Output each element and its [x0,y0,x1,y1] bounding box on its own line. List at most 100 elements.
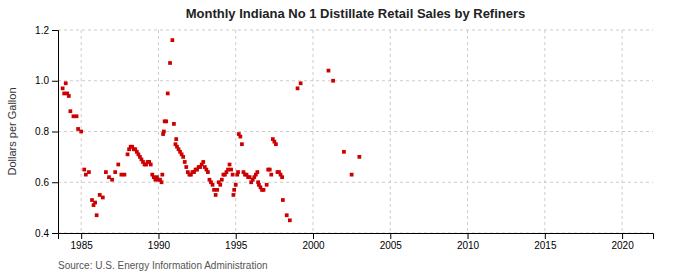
tick-mark [158,233,159,239]
tick: 1995 [225,233,248,251]
grid-line [235,30,236,233]
point [234,183,238,187]
point [281,198,285,202]
tick: 1.2 [35,25,58,36]
tick-mark [313,233,314,239]
tick-label: 1.2 [35,25,49,36]
tick-mark [52,81,58,82]
point [201,160,205,164]
tick-label: 1995 [225,240,248,251]
grid-line [158,30,159,233]
tick-mark [545,233,546,239]
tick-mark [390,233,391,239]
point [172,122,176,126]
tick: 1990 [148,233,171,251]
tick: 2010 [457,233,480,251]
tick: 1985 [71,233,94,251]
point [299,81,303,85]
point [93,201,97,205]
point [113,170,117,174]
grid-line [58,182,653,183]
point [110,178,114,182]
point [274,142,278,146]
point [67,94,71,98]
tick-label: 1.0 [35,75,49,86]
tick: 1.0 [35,75,58,86]
point [218,183,222,187]
point [232,188,236,192]
point [160,180,164,184]
tick: 2005 [380,233,403,251]
tick-mark [236,233,237,239]
grid-line [622,30,623,233]
point [104,170,108,174]
point [238,135,242,139]
point [174,137,178,141]
tick-label: 1985 [71,240,94,251]
point [168,61,172,65]
grid-line [58,80,653,81]
point [170,38,174,42]
point [342,150,346,154]
point [162,130,166,134]
grid-line [390,30,391,233]
point [82,168,86,172]
tick-mark [52,182,58,183]
point [262,188,266,192]
point [183,160,187,164]
axis-line [59,234,654,240]
tick-mark [52,30,58,31]
point [61,86,65,90]
tick-label: 0.8 [35,126,49,137]
tick-label: 2015 [534,240,557,251]
point [184,165,188,169]
source-note: Source: U.S. Energy Information Administ… [58,260,268,271]
tick-mark [622,233,623,239]
tick-label: 0.4 [35,228,49,239]
grid-line [58,131,653,132]
tick-label: 2020 [611,240,634,251]
point [240,142,244,146]
point [166,92,170,96]
tick-label: 0.6 [35,177,49,188]
points [61,38,361,222]
point [116,163,120,167]
x-axis: 19851990199520002005201020152020 [59,233,654,251]
point [211,183,215,187]
point [265,183,269,187]
tick-label: 2005 [380,240,403,251]
chart: 198519901995200020052010201520200.40.60.… [0,0,675,275]
point [236,170,240,174]
point [181,155,185,159]
point [268,168,272,172]
point [232,193,236,197]
point [79,130,83,134]
point [101,196,105,200]
tick: 0.4 [35,228,58,239]
grid-line [58,30,653,31]
tick-label: 2010 [457,240,480,251]
grid-line [467,30,468,233]
point [285,213,289,217]
tick-mark [468,233,469,239]
point [206,170,210,174]
point [68,109,72,113]
point [126,152,130,156]
plot-area: 198519901995200020052010201520200.40.60.… [35,25,653,251]
point [331,79,335,83]
point [357,155,361,159]
point [215,188,219,192]
point [220,178,224,182]
point [123,173,127,177]
point [160,173,164,177]
point [214,193,218,197]
tick-mark [81,233,82,239]
tick-mark [52,132,58,133]
grid-line [544,30,545,233]
y-axis: 0.4 0.6 0.8 1.0 1.2 [35,25,58,239]
point [228,163,232,167]
axis-line [52,31,59,234]
tick-mark [52,233,58,234]
point [231,173,235,177]
point [64,81,68,85]
